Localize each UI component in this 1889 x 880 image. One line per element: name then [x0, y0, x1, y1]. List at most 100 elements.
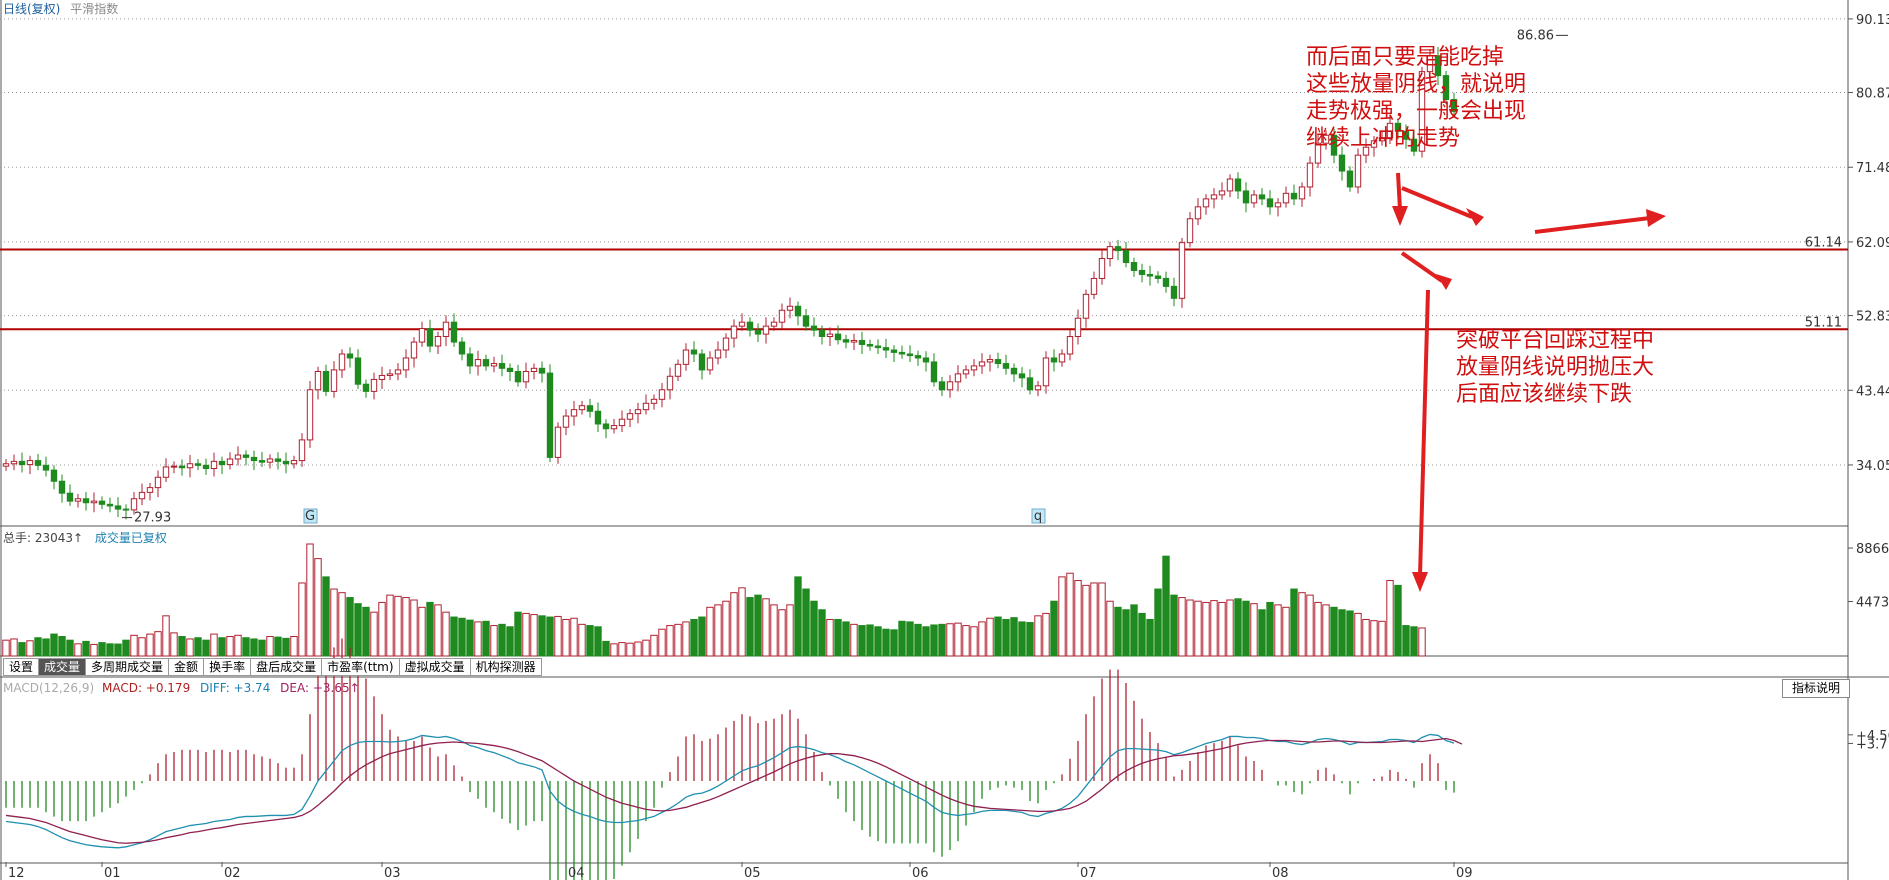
candlestick [954, 365, 962, 392]
candle-body [1282, 192, 1290, 204]
candlestick [362, 379, 370, 398]
event-marker[interactable]: G [303, 508, 318, 524]
x-tick-label: 08 [1272, 866, 1289, 880]
volume-bar [1210, 600, 1218, 657]
candle-body [970, 365, 978, 371]
price-tick-label: 80.87 [1856, 87, 1889, 102]
candlestick [1218, 182, 1226, 200]
tab-after-hours-volume[interactable]: 盘后成交量 [251, 658, 323, 676]
candle-body [330, 369, 338, 392]
candle-body [1426, 55, 1434, 73]
candle-body [34, 460, 42, 466]
macd-value: MACD: +0.179 [101, 681, 191, 695]
volume-bar [714, 604, 722, 657]
volume-bar [890, 629, 898, 657]
volume-bar [1314, 601, 1322, 657]
volume-bar [602, 640, 610, 657]
candlestick [378, 366, 386, 389]
candlestick [1162, 271, 1170, 293]
candle-body [1274, 202, 1282, 208]
tab-multi-period-volume[interactable]: 多周期成交量 [86, 658, 170, 676]
candlestick [898, 345, 906, 359]
volume-bar [1218, 601, 1226, 657]
candle-body [522, 370, 530, 383]
tab-turnover[interactable]: 换手率 [204, 658, 252, 676]
candlestick [74, 493, 82, 508]
event-marker[interactable]: q [1031, 508, 1046, 524]
candle-body [586, 405, 594, 412]
volume-bar [618, 642, 626, 657]
volume-bar [218, 637, 226, 657]
volume-bar [826, 618, 834, 657]
candlestick [850, 333, 858, 351]
volume-bar [1290, 588, 1298, 657]
candlestick [482, 354, 490, 371]
candle-body [642, 402, 650, 411]
tab-pe-ttm[interactable]: 市盈率(ttm) [322, 658, 400, 676]
tab-institution-detector[interactable]: 机构探测器 [470, 658, 542, 676]
min-price-label: 27.93 [134, 511, 171, 526]
volume-bar [1370, 620, 1378, 657]
candle-body [690, 349, 698, 355]
candlestick [506, 363, 514, 382]
candlestick [1442, 70, 1450, 105]
candle-body [890, 349, 898, 353]
candlestick [914, 350, 922, 366]
tab-volume[interactable]: 成交量 [39, 658, 87, 676]
volume-bar [210, 633, 218, 657]
candle-body [434, 335, 442, 347]
candle-body [1154, 275, 1162, 279]
tab-settings[interactable]: 设置 [3, 658, 40, 676]
candlestick [994, 352, 1002, 369]
indicator-help-button[interactable]: 指标说明 [1782, 679, 1850, 698]
volume-bar [818, 609, 826, 657]
candlestick [650, 394, 658, 410]
candlestick [834, 325, 842, 345]
volume-bar [130, 634, 138, 657]
volume-bar [450, 616, 458, 657]
tab-amount[interactable]: 金额 [169, 658, 205, 676]
candle-body [1410, 138, 1418, 152]
tab-virtual-volume[interactable]: 虚拟成交量 [399, 658, 471, 676]
support-line-label: 51.11 [1805, 315, 1842, 330]
annotation-line: 后面应该继续下跌 [1456, 382, 1633, 407]
candle-body [770, 321, 778, 327]
candlestick [714, 341, 722, 365]
candlestick [690, 341, 698, 362]
candle-body [418, 328, 426, 343]
candlestick [290, 455, 298, 469]
candlestick [842, 334, 850, 349]
volume-bar [1050, 600, 1058, 657]
candlestick [18, 452, 26, 473]
indicator-tabs: 设置 成交量 多周期成交量 金额 换手率 盘后成交量 市盈率(ttm) 虚拟成交… [3, 658, 542, 676]
candlestick [602, 419, 610, 439]
volume-bar [386, 594, 394, 657]
volume-bar [514, 611, 522, 657]
volume-bar [370, 611, 378, 657]
volume-info: 总手: 23043↑ 成交量已复权 [3, 529, 167, 546]
candlestick [722, 333, 730, 358]
candle-body [794, 305, 802, 317]
candlestick [1018, 367, 1026, 388]
volume-bar [50, 633, 58, 657]
candlestick [1226, 174, 1234, 198]
candle-body [538, 367, 546, 374]
volume-bar [1178, 597, 1186, 657]
candlestick [1114, 239, 1122, 261]
candle-body [482, 359, 490, 367]
candle-body [1090, 277, 1098, 295]
volume-bar [754, 594, 762, 657]
volume-bar [178, 636, 186, 657]
x-tick-label: 06 [912, 866, 929, 880]
candlestick [626, 408, 634, 428]
candlestick [314, 366, 322, 400]
candlestick [514, 364, 522, 387]
candlestick [658, 383, 666, 408]
candlestick [546, 364, 554, 463]
candle-body [986, 359, 994, 363]
candlestick [818, 325, 826, 345]
volume-bar [730, 592, 738, 657]
candle-body [922, 357, 930, 363]
candle-body [170, 465, 178, 468]
